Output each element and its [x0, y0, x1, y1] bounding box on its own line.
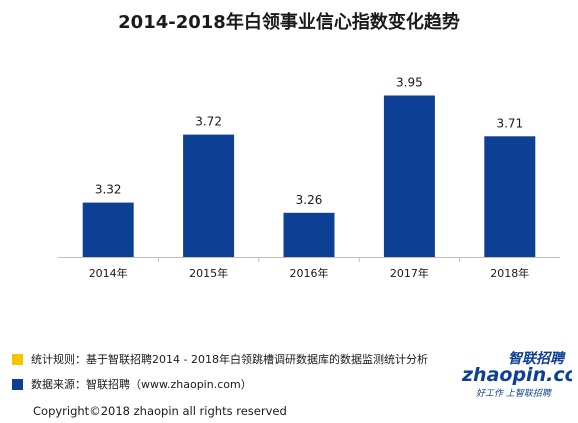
logo-brand-cn: 智联招聘	[508, 350, 566, 367]
copyright-text: Copyright©2018 zhaopin all rights reserv…	[33, 404, 287, 418]
rule-note-text: 统计规则：基于智联招聘2014 - 2018年白领跳槽调研数据库的数据监测统计分…	[31, 353, 428, 366]
x-ticks-layer: 2014年 2015年 2016年 2017年 2018年	[89, 257, 529, 280]
x-tick-label: 2014年	[89, 266, 128, 280]
source-note: 数据来源：智联招聘（www.zhaopin.com）	[12, 376, 252, 392]
rule-swatch	[12, 353, 23, 365]
bar-value-label: 3.72	[195, 115, 222, 129]
bar-value-label: 3.71	[496, 116, 523, 130]
x-tick-label: 2017年	[390, 266, 429, 280]
source-swatch	[12, 378, 23, 390]
chart-title: 2014-2018年白领事业信心指数变化趋势	[118, 12, 460, 33]
bar-2014年	[82, 202, 134, 257]
bars-layer: 3.32 3.72 3.26 3.95 3.71	[82, 76, 536, 257]
zhaopin-logo: 智联招聘 zhaopin.com 好工作 上智联招聘	[462, 350, 572, 399]
bar-2018年	[484, 136, 536, 257]
bar-2017年	[383, 95, 435, 257]
x-tick-label: 2015年	[189, 266, 228, 280]
source-note-text: 数据来源：智联招聘（www.zhaopin.com）	[31, 378, 252, 391]
bar-2016年	[283, 212, 335, 257]
logo-slogan: 好工作 上智联招聘	[476, 388, 552, 399]
x-tick-label: 2018年	[490, 266, 529, 280]
rule-note: 统计规则：基于智联招聘2014 - 2018年白领跳槽调研数据库的数据监测统计分…	[12, 351, 428, 367]
logo-brand-en: zhaopin.com	[462, 364, 572, 386]
x-tick-label: 2016年	[290, 266, 329, 280]
bar-value-label: 3.26	[296, 193, 323, 207]
bar-value-label: 3.32	[95, 183, 122, 197]
bar-value-label: 3.95	[396, 76, 423, 90]
bar-2015年	[183, 134, 235, 257]
bar-chart: 3.32 3.72 3.26 3.95 3.71 2014年 2015年 2016年 2017…	[58, 76, 560, 280]
